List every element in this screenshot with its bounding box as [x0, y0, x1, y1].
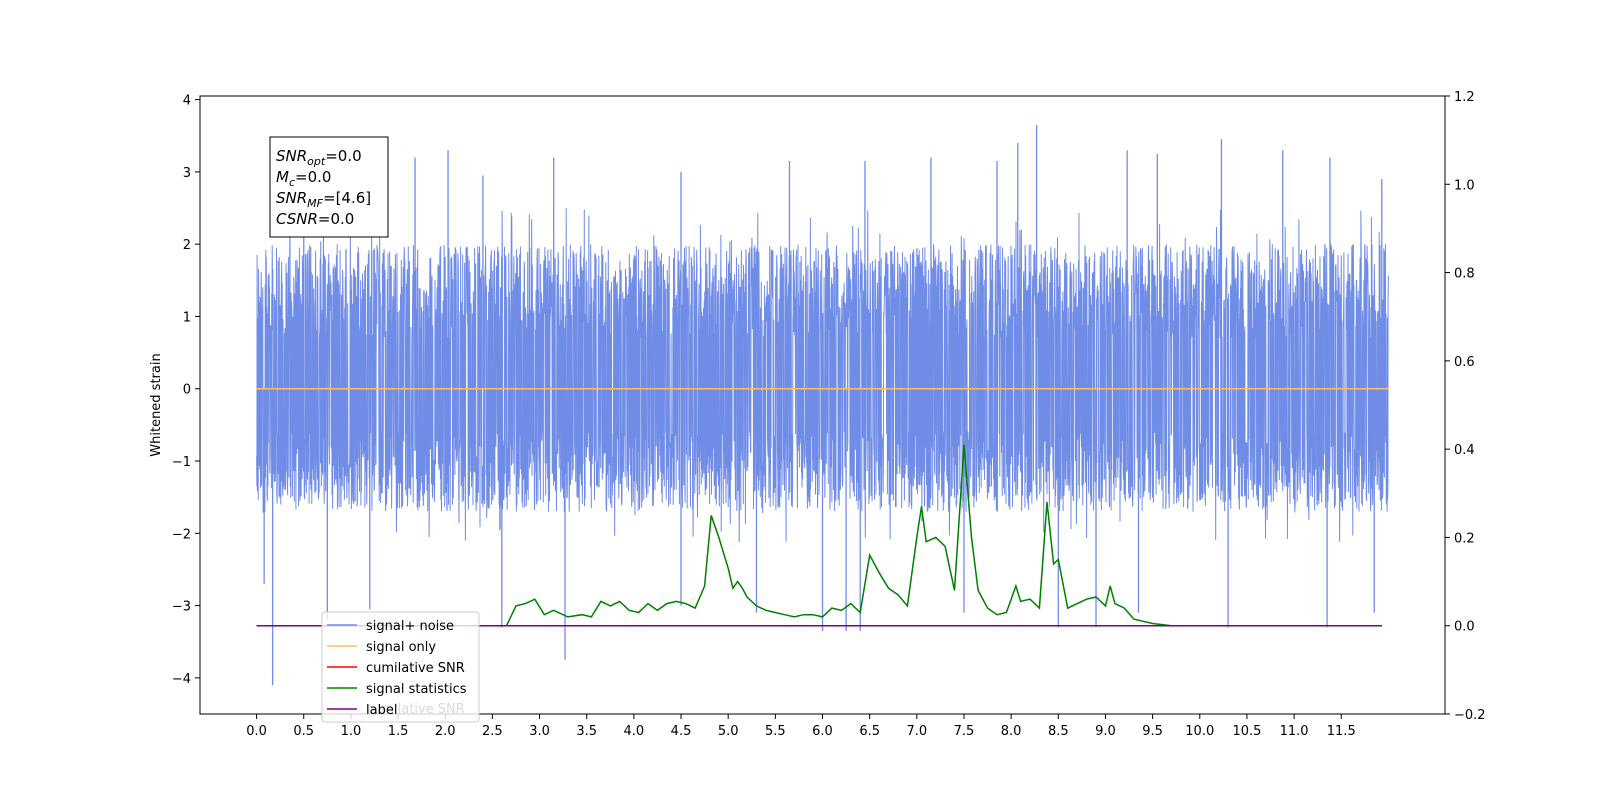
x-tick-label: 0.5 — [293, 724, 314, 739]
x-axis-ticks: 0.0 0.5 1.0 1.5 2.0 2.5 3.0 3.5 4.0 4.5 5.0 5.5 6.0 6… — [246, 714, 1356, 739]
legend-box — [321, 611, 480, 723]
x-tick-label: 4.0 — [624, 724, 645, 739]
x-tick-label: 10.0 — [1185, 724, 1214, 739]
y-axis-ticks: −4 −3 −2 −1 0 1 2 3 4 — [172, 94, 200, 687]
x-tick-label: 8.0 — [1001, 724, 1022, 739]
annotation-value: =0.0 — [325, 147, 361, 165]
x-tick-label: 5.5 — [765, 724, 786, 739]
y2-tick-label: −0.2 — [1454, 708, 1486, 723]
x-tick-label: 1.5 — [388, 724, 409, 739]
y2-tick-label: 1.0 — [1454, 178, 1475, 193]
y2-tick-label: 0.2 — [1454, 531, 1475, 546]
y-tick-label: −1 — [172, 455, 191, 470]
annotation-box — [269, 136, 389, 238]
y-tick-label: 0 — [183, 383, 191, 398]
x-tick-label: 9.0 — [1095, 724, 1116, 739]
legend-label: signal only — [366, 640, 436, 655]
annotation-subscript: opt — [307, 155, 326, 168]
x-tick-label: 11.5 — [1327, 724, 1356, 739]
annotation-line: SNRMF=[4.6] — [276, 189, 371, 210]
noise-trace — [256, 208, 1389, 543]
x-tick-label: 2.0 — [435, 724, 456, 739]
x-tick-label: 2.5 — [482, 724, 503, 739]
y2-tick-label: 0.6 — [1454, 355, 1475, 370]
y-tick-label: −2 — [172, 527, 191, 542]
y2-tick-label: 0.0 — [1454, 620, 1475, 635]
x-tick-label: 3.0 — [529, 724, 550, 739]
annotation-symbol: CSNR — [276, 210, 318, 228]
legend-label: signal statistics — [366, 682, 467, 697]
y-tick-label: 2 — [183, 238, 191, 253]
x-tick-label: 8.5 — [1048, 724, 1069, 739]
x-tick-label: 1.0 — [341, 724, 362, 739]
annotation-symbol: M — [276, 168, 289, 186]
y2-tick-label: 0.8 — [1454, 267, 1475, 282]
x-tick-label: 7.0 — [906, 724, 927, 739]
x-tick-label: 6.5 — [859, 724, 880, 739]
x-tick-label: 3.5 — [576, 724, 597, 739]
series-line-signal-statistics — [256, 444, 1382, 627]
y-axis-label: Whitened strain — [149, 353, 164, 456]
y2-tick-label: 0.4 — [1454, 443, 1475, 458]
legend-label: label — [366, 703, 397, 718]
y-tick-label: −3 — [172, 600, 191, 615]
plot-area — [256, 124, 1389, 686]
x-tick-label: 5.0 — [718, 724, 739, 739]
y-tick-label: −4 — [172, 672, 191, 687]
annotation-subscript: MF — [307, 197, 323, 210]
annotation-line: Mc=0.0 — [276, 168, 331, 189]
y-tick-label: 1 — [183, 310, 191, 325]
annotation-line: SNRopt=0.0 — [276, 147, 362, 168]
x-tick-label: 7.5 — [954, 724, 975, 739]
annotation-line: CSNR=0.0 — [276, 210, 354, 228]
x-tick-label: 10.5 — [1232, 724, 1261, 739]
legend-label: signal+ noise — [366, 619, 454, 634]
legend-label: cumilative SNR — [366, 661, 465, 676]
x-tick-label: 11.0 — [1280, 724, 1309, 739]
annotation-symbol: SNR — [276, 189, 307, 207]
legend-ghost-text: cumilative SNR — [366, 702, 465, 717]
annotation-value: =0.0 — [318, 210, 354, 228]
x-tick-label: 0.0 — [246, 724, 267, 739]
x-tick-label: 4.5 — [671, 724, 692, 739]
series-signal-noise — [256, 124, 1389, 686]
annotation-value: =[4.6] — [323, 189, 371, 207]
legend: cumilative SNR signal+ noise signal only cu… — [321, 611, 480, 723]
annotation-symbol: SNR — [276, 147, 307, 165]
y-tick-label: 4 — [183, 94, 191, 109]
annotation-subscript: c — [289, 176, 295, 189]
x-tick-label: 6.0 — [812, 724, 833, 739]
y2-axis-ticks: −0.2 0.0 0.2 0.4 0.6 0.8 1.0 1.2 — [1445, 90, 1486, 723]
y-tick-label: 3 — [183, 166, 191, 181]
y2-tick-label: 1.2 — [1454, 90, 1475, 105]
annotation-value: =0.0 — [295, 168, 331, 186]
x-tick-label: 9.5 — [1142, 724, 1163, 739]
